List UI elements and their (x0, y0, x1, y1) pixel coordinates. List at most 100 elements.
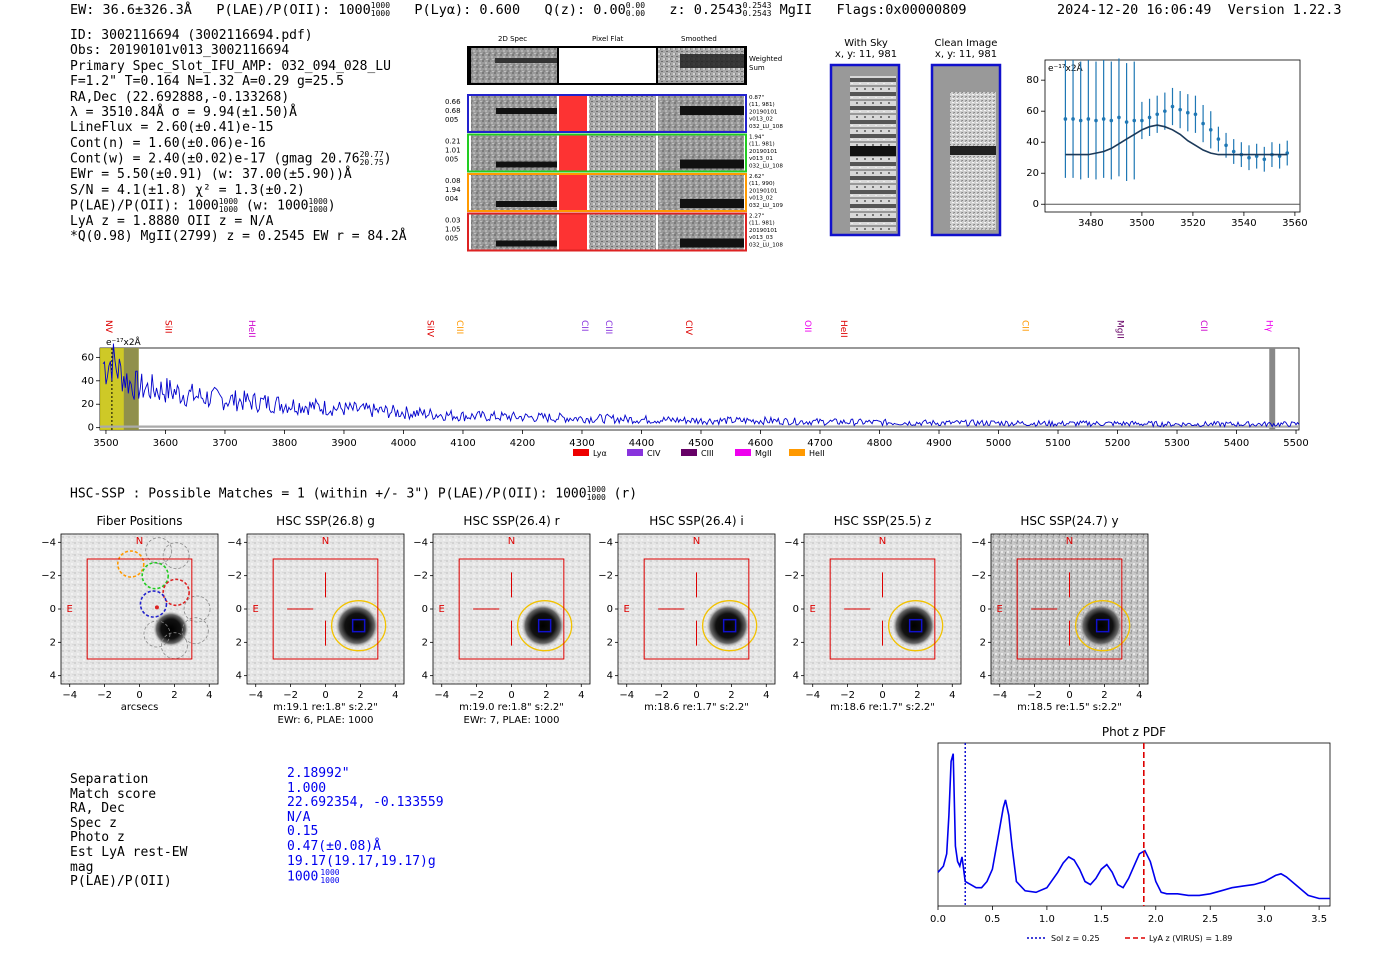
hsc-ytick: −2 (41, 571, 56, 582)
line-fit-point (1163, 109, 1167, 113)
match-value-text: 1000 (287, 869, 319, 885)
line-fit-model (1065, 124, 1288, 156)
cutout-left-label: 0.03 (445, 217, 461, 225)
line-fit-point (1208, 127, 1213, 132)
header-flags: Flags:0x00000809 (836, 2, 967, 18)
spectrum-xtick: 5000 (986, 438, 1011, 449)
match-plae-sup: 1000 (320, 868, 340, 878)
east-label: E (997, 604, 1003, 615)
spectrum-xtick: 4000 (391, 438, 416, 449)
spectral-line-label: CIII (454, 320, 464, 334)
spectrum-legend-label: MgII (755, 449, 772, 458)
hsc-ytick: 2 (50, 637, 56, 648)
cutout-row-frame (467, 94, 747, 133)
hsc-xtick: −4 (805, 690, 820, 701)
hsc-ytick: −4 (784, 537, 799, 548)
cutout-left-label: 0.21 (445, 138, 461, 146)
spectrum-xtick: 4300 (569, 438, 594, 449)
hsc-caption-1: m:19.0 re:1.8" s:2.2" (459, 702, 564, 713)
spectral-line-label: SiII (162, 320, 172, 334)
line-fit-xtick: 3560 (1282, 218, 1307, 229)
east-label: E (439, 604, 445, 615)
info-plae-w-sup: 1000 (308, 197, 328, 207)
with-sky-title: With Sky x, y: 11, 981 (828, 38, 904, 60)
photz-xtick: 3.0 (1257, 914, 1273, 925)
spectrum-legend-label: HeII (809, 449, 825, 458)
line-fit-point (1071, 117, 1075, 121)
aperture-ellipse (1074, 600, 1131, 652)
line-fit-point (1086, 117, 1091, 121)
header-plae-sub: 1000 (370, 9, 391, 18)
east-label: E (810, 604, 816, 615)
north-label: N (508, 536, 515, 547)
header-qz-sub: 0.00 (625, 9, 646, 18)
spectral-line-label: HeII (838, 320, 848, 338)
cutout-left-label: 004 (445, 195, 459, 203)
match-value: 22.692354, -0.133559 (287, 795, 444, 811)
line-fit-point (1224, 143, 1228, 148)
hsc-image-panels: Fiber Positions N E −4 −4 −2 −2 0 0 2 2 4 4 arcsecs HS… (41, 514, 1149, 726)
spectrum-xtick: 5200 (1105, 438, 1130, 449)
spectrum-frame (99, 347, 1300, 431)
match-value-text: 19.17(19.17,19.17)g (287, 853, 436, 869)
cutout-left-label: 0.66 (445, 98, 461, 106)
fiber-position-circle (116, 550, 145, 578)
cutout-row-frame (467, 173, 747, 212)
line-fit-point (1178, 107, 1182, 112)
line-fit-point (1147, 115, 1152, 120)
hsc-xtick: −2 (654, 690, 669, 701)
hsc-summary-sup: 1000 (586, 485, 606, 494)
col-title-pixelflat: Pixel Flat (592, 35, 624, 43)
spectrum-xtick: 3500 (93, 438, 118, 449)
weighted-label-1: Weighted (749, 55, 782, 63)
match-value-text: N/A (287, 809, 311, 825)
header-z-sub: 0.2543 (742, 9, 772, 18)
match-value-text: 2.18992" (287, 766, 350, 781)
spectrum-legend-swatch (573, 449, 589, 456)
line-fit-ytick: 0 (1033, 199, 1039, 210)
masked-column (559, 214, 587, 250)
hsc-xtick: 2 (357, 690, 363, 701)
info-q: *Q(0.98) MgII(2799) z = 0.2545 EW r = 84… (70, 229, 407, 245)
spectrum-ylabel: e⁻¹⁷x2Å (106, 336, 142, 348)
hsc-xtick: 0 (1066, 690, 1072, 701)
hsc-xtick: −4 (619, 690, 634, 701)
info-lineflux: LineFlux = 2.60(±0.41)e-15 (70, 120, 274, 136)
hsc-xtick: −2 (1027, 690, 1042, 701)
north-label: N (879, 536, 886, 547)
header-z: z: 0.2543 (669, 2, 743, 18)
weighted-label-2: Sum (749, 64, 765, 72)
header-qz-sup: 0.00 (625, 1, 646, 10)
spectral-line-label: OII (802, 320, 812, 332)
spectrum-xtick: 4100 (450, 438, 475, 449)
hsc-panel-4: HSC SSP(25.5) z N E −4 −4 −2 −2 0 0 2 2 4 4 m:18.6 re… (784, 514, 962, 713)
fiber-position-circle (145, 537, 173, 565)
photz-pdf-chart: Phot z PDF 0.0 0.5 1.0 1.5 2.0 2.5 3.0 3.5 Sol … (930, 725, 1331, 943)
spectrum-ytick: 20 (81, 399, 94, 410)
hsc-xtick: 4 (206, 690, 212, 701)
spectrum-legend-swatch (681, 449, 697, 456)
with-sky-title-text: With Sky (844, 38, 888, 49)
hsc-ytick: −2 (784, 571, 799, 582)
line-fit-point (1216, 137, 1221, 141)
line-fit-point (1132, 118, 1137, 123)
hsc-ytick: −2 (971, 571, 986, 582)
masked-column (559, 135, 587, 171)
photz-xtick: 0.0 (930, 914, 946, 925)
spectrum-xtick: 4600 (748, 438, 773, 449)
match-value: 0.15 (287, 825, 444, 840)
info-plae-close: ) (327, 198, 336, 214)
hsc-ytick: 0 (50, 604, 56, 615)
photz-xtick: 1.5 (1093, 914, 1109, 925)
detection-info: ID: 3002116694 (3002116694.pdf) Obs: 201… (70, 28, 407, 245)
match-label: Est LyA rest-EW (70, 844, 188, 860)
cutout-right-label: 032_LU_109 (749, 203, 783, 209)
hsc-caption-2: EWr: 7, PLAE: 1000 (464, 715, 560, 726)
spectral-line-label: CII (1198, 320, 1208, 332)
hsc-ytick: −4 (227, 537, 242, 548)
info-fiber: F=1.2" T=0.164 N=1.32 A=0.29 g=25.5 (70, 74, 344, 90)
spectrum-ytick: 40 (81, 376, 94, 387)
